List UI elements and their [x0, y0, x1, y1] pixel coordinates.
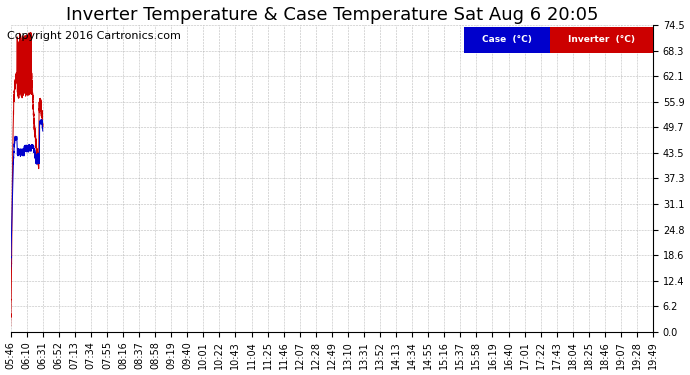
Title: Inverter Temperature & Case Temperature Sat Aug 6 20:05: Inverter Temperature & Case Temperature … [66, 6, 598, 24]
Text: Copyright 2016 Cartronics.com: Copyright 2016 Cartronics.com [7, 32, 181, 41]
